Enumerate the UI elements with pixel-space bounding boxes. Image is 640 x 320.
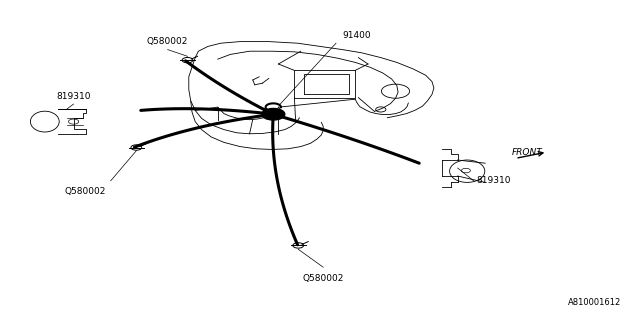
Text: FRONT: FRONT xyxy=(512,148,543,157)
Text: 819310: 819310 xyxy=(56,92,91,101)
Text: 91400: 91400 xyxy=(342,31,371,40)
Text: Q580002: Q580002 xyxy=(147,37,188,46)
Text: A810001612: A810001612 xyxy=(568,298,621,307)
Text: Q580002: Q580002 xyxy=(65,187,106,196)
Text: Q580002: Q580002 xyxy=(303,274,344,283)
Text: 819310: 819310 xyxy=(477,176,511,185)
Circle shape xyxy=(262,108,285,120)
